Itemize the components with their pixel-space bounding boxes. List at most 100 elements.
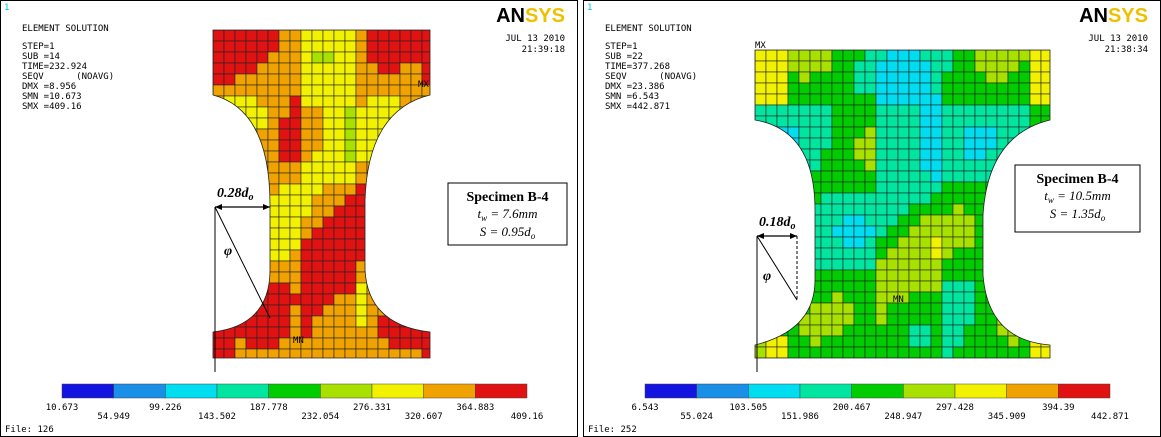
mesh-cell [908, 137, 921, 150]
mesh-cell [985, 324, 998, 337]
mesh-cell [886, 269, 899, 282]
mesh-cell [864, 269, 877, 282]
mesh-cell [399, 62, 412, 75]
mesh-cell [985, 126, 998, 139]
mesh-cell [267, 117, 280, 130]
mesh-cell [278, 172, 291, 185]
mesh-cell [820, 247, 833, 260]
mesh-cell [996, 60, 1009, 73]
mesh-cell [344, 84, 357, 97]
header-line: STEP=1 [22, 42, 55, 52]
mesh-cell [952, 192, 965, 205]
mesh-cell [941, 60, 954, 73]
mesh-cell [311, 95, 324, 108]
mesh-cell [842, 214, 855, 227]
mesh-cell [267, 161, 280, 174]
mesh-cell [842, 159, 855, 172]
mesh-cell [344, 227, 357, 240]
mesh-cell [798, 324, 811, 337]
mesh-cell [355, 106, 368, 119]
legend-swatch [165, 383, 218, 399]
specimen-spacing: S = 1.35do [1050, 206, 1106, 223]
mesh-cell [886, 192, 899, 205]
text-part: t [1044, 188, 1048, 203]
mesh-cell [853, 159, 866, 172]
mesh-cell [1018, 93, 1031, 106]
mesh-cell [831, 302, 844, 315]
mesh-cell [333, 282, 346, 295]
mesh-cell [311, 30, 324, 42]
mesh-cell [941, 126, 954, 139]
mesh-cell [223, 73, 236, 86]
mesh-cell [908, 236, 921, 249]
mesh-cell [820, 258, 833, 271]
mesh-cell [875, 93, 888, 106]
header-line: SUB =22 [605, 52, 643, 62]
mesh-cell [300, 73, 313, 86]
mesh-cell [388, 40, 401, 53]
mesh-cell [842, 247, 855, 260]
logo-part: SYS [525, 5, 565, 27]
mesh-cell [941, 258, 954, 271]
mesh-cell [930, 126, 943, 139]
notch-diagonal [214, 206, 271, 319]
mesh-cell [908, 60, 921, 73]
mesh-cell [213, 62, 225, 75]
mesh-cell [333, 271, 346, 284]
mesh-cell [333, 95, 346, 108]
mesh-cell [985, 335, 998, 348]
mesh-cell [952, 137, 965, 150]
mesh-cell [311, 205, 324, 218]
mesh-cell [908, 159, 921, 172]
mesh-cell [809, 346, 822, 358]
mesh-cell [289, 172, 302, 185]
mesh-cell [289, 30, 302, 42]
mesh-cell [853, 280, 866, 293]
mesh-cell [311, 337, 324, 350]
mesh-cell [344, 73, 357, 86]
mesh-cell [278, 40, 291, 53]
mesh-cell [355, 282, 368, 295]
mesh-cell [267, 128, 280, 141]
legend-value: 409.16 [511, 412, 544, 422]
mesh-cell [366, 84, 379, 97]
mesh-cell [963, 203, 976, 216]
mesh-cell [798, 93, 811, 106]
mesh-cell [289, 117, 302, 130]
mesh-cell [755, 50, 767, 62]
mesh-cell [322, 271, 335, 284]
mesh-cell [952, 71, 965, 84]
mesh-cell [311, 40, 324, 53]
mesh-cell [864, 346, 877, 358]
mesh-cell [809, 335, 822, 348]
legend-value: 99.226 [149, 403, 182, 413]
mesh-cell [897, 225, 910, 238]
mesh-cell [941, 170, 954, 183]
mesh-cell [853, 148, 866, 161]
mesh-cell [311, 260, 324, 273]
mesh-cell [864, 203, 877, 216]
angle-label: φ [763, 269, 771, 284]
mesh-cell [963, 170, 976, 183]
mesh-cell [245, 62, 258, 75]
mesh-cell [974, 82, 987, 95]
mesh-cell [1007, 82, 1020, 95]
mesh-cell [941, 225, 954, 238]
mesh-cell [366, 73, 379, 86]
mesh-cell [787, 346, 800, 358]
legend-swatch [851, 383, 904, 399]
mesh-cell [842, 137, 855, 150]
mesh-cell [388, 30, 401, 42]
mesh-cell [289, 40, 302, 53]
mesh-cell [355, 326, 368, 339]
mesh-cell [897, 214, 910, 227]
mesh-cell [366, 117, 379, 130]
mesh-cell [809, 60, 822, 73]
mesh-cell [289, 84, 302, 97]
mesh-cell [974, 126, 987, 139]
mesh-cell [344, 216, 357, 229]
mesh-cell [842, 236, 855, 249]
mesh-cell [388, 326, 401, 339]
mesh-cell [941, 93, 954, 106]
